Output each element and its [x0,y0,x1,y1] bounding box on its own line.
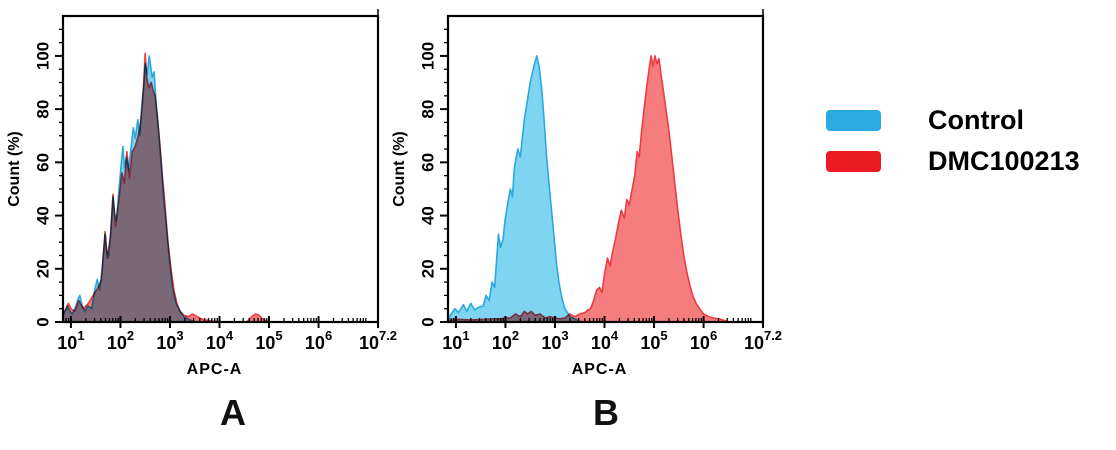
panel-label-a: A [220,392,246,433]
y-tick-label: 20 [418,259,437,278]
x-tick-label: 107.2 [359,328,397,353]
x-axis-title: APC-A [572,361,628,378]
x-tick-label: 106 [305,328,332,353]
x-tick-label: 103 [156,328,183,353]
x-tick-label: 104 [591,328,619,353]
x-tick-label: 105 [255,328,282,353]
y-tick-label: 80 [33,100,52,119]
y-tick-label: 60 [418,153,437,172]
histogram-panels-canvas: 101 102 103 104 105 106 107.2 APC-A 0 20 40 60 80 100… [6,9,782,378]
x-tick-label: 101 [57,328,84,353]
y-axis-title: Count (%) [6,131,23,207]
y-tick-label: 80 [418,100,437,119]
panel-a-chart: 101 102 103 104 105 106 107.2 APC-A 0 20 40 60 80 100… [6,9,397,378]
y-tick-label: 100 [418,42,437,70]
y-tick-label: 40 [33,206,52,225]
x-tick-label: 102 [107,328,134,353]
legend-item-dmc100213: DMC100213 [826,148,1080,175]
series-control [62,55,196,323]
x-tick-label: 105 [640,328,667,353]
series-control [447,55,582,323]
x-tick-label: 102 [492,328,519,353]
y-tick-label: 60 [33,153,52,172]
y-tick-label: 100 [33,42,52,70]
y-tick-label: 0 [33,317,52,326]
dmc100213-color-swatch [826,151,881,172]
legend: Control DMC100213 [826,107,1080,175]
legend-label-dmc100213: DMC100213 [928,146,1080,176]
panel-label-b: B [593,392,619,433]
series-dmc100213 [447,55,730,323]
y-axis-title: Count (%) [391,131,408,207]
y-tick-label: 0 [418,317,437,326]
y-tick-label: 40 [418,206,437,225]
x-axis-title: APC-A [187,361,243,378]
x-tick-label: 107.2 [744,328,782,353]
panel-b-chart: 101 102 103 104 105 106 107.2 APC-A 0 20 40 60 80 100… [391,9,782,378]
y-tick-label: 20 [33,259,52,278]
x-tick-label: 106 [690,328,717,353]
x-tick-label: 103 [541,328,568,353]
legend-label-control: Control [928,105,1024,135]
x-tick-label: 104 [206,328,234,353]
control-color-swatch [826,110,881,131]
legend-item-control: Control [826,107,1080,134]
x-tick-label: 101 [442,328,469,353]
